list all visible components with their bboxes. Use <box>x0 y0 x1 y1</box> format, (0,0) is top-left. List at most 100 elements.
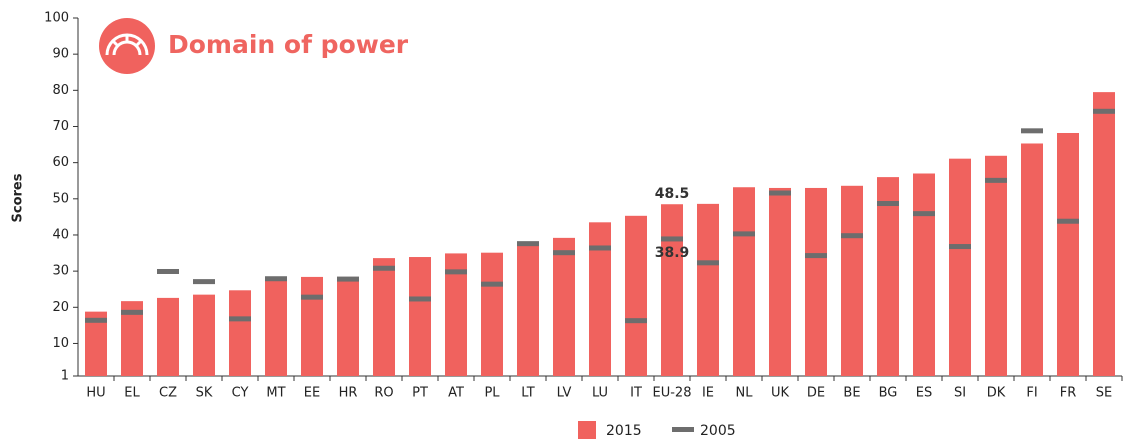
chart-title: Domain of power <box>168 30 409 59</box>
legend-swatch <box>672 427 694 432</box>
bar <box>589 222 611 376</box>
x-tick-label: BE <box>843 386 860 401</box>
y-tick-label: 10 <box>52 336 69 351</box>
bar <box>409 257 431 376</box>
x-tick-label: IE <box>702 386 714 401</box>
y-tick-label: 100 <box>44 11 69 26</box>
bar <box>1057 132 1079 376</box>
marker-2005 <box>697 260 719 266</box>
marker-2005 <box>733 231 755 237</box>
bar <box>445 253 467 376</box>
marker-2005 <box>481 281 503 287</box>
x-tick-label: RO <box>374 386 393 401</box>
x-tick-label: LV <box>557 386 572 401</box>
x-tick-label: HR <box>339 386 358 401</box>
bar <box>1021 143 1043 376</box>
x-tick-label: FR <box>1060 386 1077 401</box>
y-tick-label: 60 <box>52 155 69 170</box>
marker-2005 <box>553 250 575 256</box>
x-tick-label: CZ <box>159 386 177 401</box>
bar <box>913 173 935 376</box>
x-tick-label: UK <box>771 386 790 401</box>
x-tick-label: NL <box>736 386 754 401</box>
marker-2005 <box>121 309 143 315</box>
bar <box>877 177 899 376</box>
x-tick-label: SK <box>196 386 213 401</box>
bar <box>949 158 971 376</box>
bar <box>229 290 251 376</box>
x-tick-label: LT <box>521 386 534 401</box>
x-tick-label: AT <box>448 386 464 401</box>
y-axis-label: Scores <box>11 173 26 222</box>
marker-2005 <box>805 253 827 259</box>
bar <box>625 215 647 376</box>
y-tick-label: 80 <box>52 83 69 98</box>
bar <box>733 187 755 376</box>
bar <box>481 252 503 376</box>
bar <box>337 276 359 376</box>
bar <box>697 203 719 376</box>
x-tick-label: SI <box>954 386 966 401</box>
data-label: 48.5 <box>655 186 690 202</box>
x-tick-label: CY <box>232 386 249 401</box>
x-tick-label: EL <box>124 386 140 401</box>
marker-2005 <box>229 316 251 322</box>
x-tick-label: BG <box>879 386 898 401</box>
marker-2005 <box>301 294 323 300</box>
marker-2005 <box>517 241 539 247</box>
marker-2005 <box>409 296 431 302</box>
marker-2005 <box>85 317 107 323</box>
y-tick-label: 50 <box>52 191 69 206</box>
x-tick-label: MT <box>266 386 285 401</box>
marker-2005 <box>985 177 1007 183</box>
bar <box>985 155 1007 376</box>
marker-2005 <box>373 265 395 271</box>
x-tick-label: EE <box>304 386 320 401</box>
bar <box>661 204 683 376</box>
marker-2005 <box>949 244 971 250</box>
marker-2005 <box>661 236 683 242</box>
title-icon <box>99 18 155 74</box>
x-tick-label: FI <box>1026 386 1037 401</box>
marker-2005 <box>1057 218 1079 224</box>
y-tick-label: 70 <box>52 119 69 134</box>
bar <box>85 311 107 376</box>
marker-2005 <box>265 276 287 282</box>
marker-2005 <box>445 269 467 275</box>
x-tick-label: DE <box>807 386 825 401</box>
bar <box>193 294 215 376</box>
bar <box>157 297 179 376</box>
x-tick-label: HU <box>86 386 105 401</box>
y-tick-label: 40 <box>52 227 69 242</box>
bar <box>769 187 791 376</box>
y-tick-label: 1 <box>61 369 69 384</box>
y-tick-label: 20 <box>52 300 69 315</box>
x-tick-label: ES <box>916 386 932 401</box>
bar <box>517 245 539 376</box>
x-tick-label: EU-28 <box>653 386 692 401</box>
marker-2005 <box>337 276 359 282</box>
bar <box>373 258 395 376</box>
bar <box>301 276 323 376</box>
marker-2005 <box>877 201 899 207</box>
marker-2005 <box>841 233 863 239</box>
bar <box>553 237 575 376</box>
x-tick-label: PT <box>412 386 428 401</box>
marker-2005 <box>589 245 611 251</box>
marker-2005 <box>157 268 179 274</box>
bar <box>121 301 143 376</box>
marker-2005 <box>193 279 215 285</box>
x-tick-label: LU <box>592 386 608 401</box>
x-tick-label: PL <box>484 386 500 401</box>
marker-2005 <box>625 318 647 324</box>
marker-2005 <box>1093 108 1115 114</box>
y-tick-label: 30 <box>52 264 69 279</box>
x-tick-label: DK <box>987 386 1006 401</box>
bar <box>1093 92 1115 376</box>
legend-label: 2005 <box>700 423 736 439</box>
marker-2005 <box>769 190 791 196</box>
legend-swatch <box>578 421 596 439</box>
marker-2005 <box>1021 128 1043 134</box>
x-tick-label: SE <box>1096 386 1112 401</box>
